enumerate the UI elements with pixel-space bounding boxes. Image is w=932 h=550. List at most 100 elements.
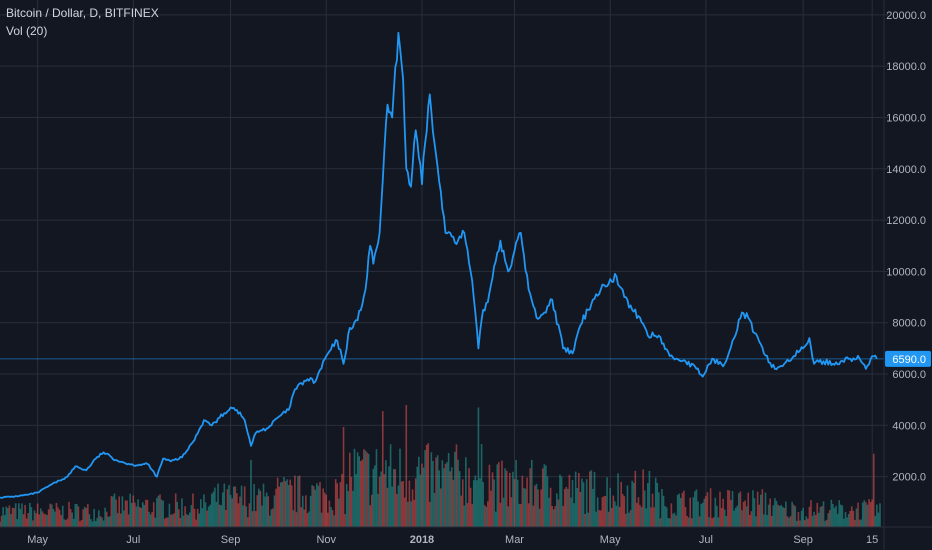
volume-bar <box>865 502 867 527</box>
volume-bar <box>247 517 249 527</box>
volume-bar <box>375 449 378 527</box>
volume-bar <box>854 519 856 527</box>
symbol-title[interactable]: Bitcoin / Dollar, D, BITFINEX <box>6 6 159 20</box>
volume-bar <box>116 513 119 527</box>
volume-bar <box>394 469 397 527</box>
volume-bar <box>827 513 830 527</box>
volume-bar <box>444 463 447 527</box>
volume-bar <box>292 510 295 527</box>
volume-bar <box>863 500 866 527</box>
volume-bar <box>532 505 535 527</box>
volume-bar <box>319 481 321 527</box>
y-tick-label: 14000.0 <box>886 164 926 176</box>
volume-bar <box>243 486 246 527</box>
volume-bar <box>557 499 560 527</box>
volume-bar <box>855 508 858 527</box>
volume-bar <box>537 489 539 527</box>
volume-bar <box>342 426 345 527</box>
volume-bar <box>466 503 469 527</box>
volume-bar <box>189 512 191 527</box>
volume-bar <box>218 504 221 527</box>
volume-bar <box>789 516 792 527</box>
volume-bar <box>667 518 670 527</box>
volume-bar <box>549 487 552 527</box>
volume-bar <box>805 516 808 527</box>
volume-bar <box>237 503 240 527</box>
volume-bar <box>675 515 677 527</box>
volume-bar <box>654 477 657 527</box>
volume-bar <box>19 508 22 527</box>
volume-bar <box>366 452 368 527</box>
volume-bar <box>141 502 144 527</box>
volume-bar <box>601 497 604 527</box>
volume-bar <box>273 495 276 527</box>
indicator-title[interactable]: Vol (20) <box>6 24 48 38</box>
volume-bar <box>723 509 726 527</box>
volume-bar <box>695 489 698 527</box>
volume-bar <box>22 514 25 527</box>
y-tick-label: 16000.0 <box>886 112 926 124</box>
volume-bar <box>454 451 456 527</box>
x-tick-label: Sep <box>221 534 241 546</box>
volume-bar <box>374 465 376 527</box>
volume-bar <box>113 493 116 527</box>
volume-bar <box>527 503 530 527</box>
volume-bar <box>697 501 699 527</box>
volume-bar <box>590 470 593 527</box>
volume-bar <box>345 483 348 527</box>
volume-bar <box>402 480 404 527</box>
volume-bar <box>46 514 48 527</box>
volume-bar <box>493 479 495 527</box>
volume-bar <box>552 509 555 527</box>
volume-bar <box>272 508 274 527</box>
volume-bar <box>450 467 453 527</box>
volume-bar <box>694 491 696 527</box>
volume-bar <box>214 487 216 527</box>
volume-bar <box>148 511 150 527</box>
volume-bar <box>800 510 803 527</box>
volume-bar <box>49 503 51 527</box>
volume-bar <box>264 496 266 527</box>
volume-bar <box>540 489 542 527</box>
legend: Bitcoin / Dollar, D, BITFINEX Vol (20) <box>6 4 159 40</box>
volume-bar <box>832 503 834 527</box>
volume-bar <box>868 499 870 527</box>
volume-bar <box>248 503 251 527</box>
x-tick-label: Sep <box>793 534 813 546</box>
volume-bar <box>173 513 175 527</box>
volume-bar <box>752 490 754 527</box>
y-tick-label: 8000.0 <box>892 318 926 330</box>
volume-bar <box>207 506 210 527</box>
volume-bar <box>336 483 339 527</box>
volume-bar <box>132 495 135 527</box>
volume-bar <box>759 494 762 527</box>
volume-bar <box>364 450 367 527</box>
volume-bar <box>515 459 517 527</box>
volume-bar <box>461 479 464 527</box>
volume-bar <box>105 511 108 527</box>
volume-bar <box>190 505 193 527</box>
volume-bar <box>29 502 31 527</box>
volume-bar <box>36 503 39 527</box>
volume-bar <box>25 518 28 527</box>
volume-bar <box>596 497 599 527</box>
volume-bar <box>841 505 844 527</box>
price-axis[interactable]: 2000.0 4000.0 6000.0 8000.0 10000.0 12000.0 14… <box>883 0 926 550</box>
volume-bar <box>530 459 533 527</box>
volume-bar <box>664 506 666 527</box>
volume-bar <box>876 504 878 527</box>
volume-bar <box>226 489 229 527</box>
volume-bar <box>512 471 514 527</box>
volume-bar <box>480 444 483 527</box>
volume-bar <box>472 480 475 527</box>
volume-bar <box>223 483 226 527</box>
volume-bar <box>742 501 745 527</box>
time-axis[interactable]: May Jul Sep Nov 2018 Mar May Jul Sep 15 <box>0 526 932 546</box>
volume-bar <box>18 503 20 527</box>
volume-bar <box>797 512 800 527</box>
y-tick-label: 4000.0 <box>892 420 926 432</box>
volume-bar <box>482 482 484 527</box>
volume-bar <box>301 495 304 527</box>
volume-bar <box>436 455 439 527</box>
